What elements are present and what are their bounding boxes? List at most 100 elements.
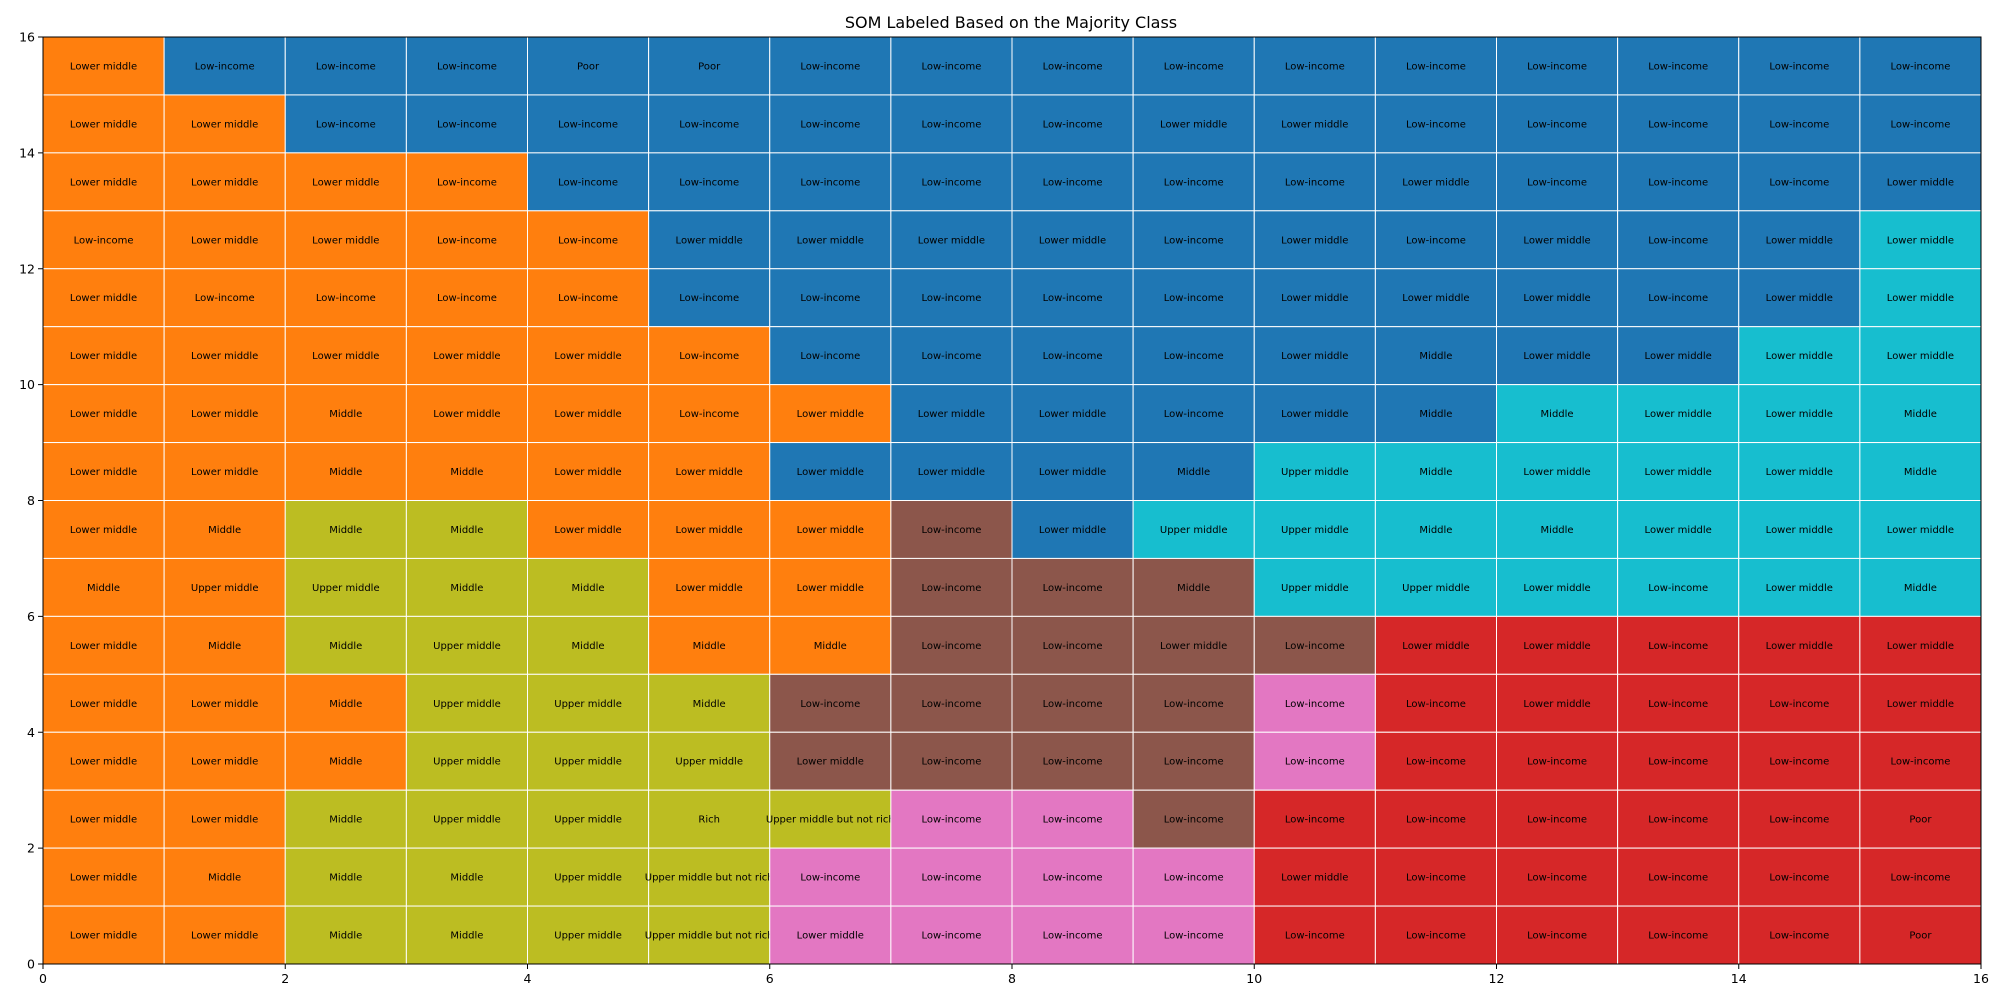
som-cell-label: Lower middle: [1766, 641, 1833, 652]
som-cell-label: Lower middle: [1281, 873, 1348, 884]
som-cell: Lower middle: [769, 905, 892, 965]
som-cell-rect: [1738, 789, 1861, 849]
som-cell-label: Lower middle: [1887, 177, 1954, 188]
som-cell-label: Lower middle: [797, 931, 864, 942]
som-cell-label: Lower middle: [1766, 525, 1833, 536]
som-cell-rect: [284, 615, 407, 675]
som-cell: Low-income: [1738, 673, 1861, 733]
som-cell-label: Low-income: [1164, 177, 1224, 188]
som-cell: Low-income: [1374, 789, 1497, 849]
x-tick-label: 2: [281, 971, 289, 986]
som-cell: Middle: [284, 905, 407, 965]
som-cell-rect: [284, 326, 407, 386]
som-cell: Low-income: [1132, 847, 1255, 907]
som-cell: Lower middle: [1859, 152, 1982, 212]
som-cell-label: Lower middle: [1887, 699, 1954, 710]
som-cell-rect: [1253, 905, 1376, 965]
x-tick-label: 10: [1246, 971, 1262, 986]
som-cell-label: Lower middle: [1887, 351, 1954, 362]
som-cell: Lower middle: [1496, 557, 1619, 617]
som-cell: Low-income: [890, 731, 1013, 791]
som-cell: Lower middle: [1496, 268, 1619, 328]
som-cell: Middle: [284, 847, 407, 907]
som-cell: Low-income: [284, 36, 407, 96]
som-cell: Low-income: [527, 94, 650, 154]
som-cell-rect: [1132, 500, 1255, 559]
y-tick-label: 4: [27, 725, 35, 740]
som-cell: Low-income: [1132, 152, 1255, 212]
som-cell-label: Lower middle: [554, 525, 621, 536]
som-cell-label: Lower middle: [1523, 583, 1590, 594]
y-tick-label: 16: [19, 30, 35, 45]
som-cell-label: Low-income: [558, 177, 618, 188]
som-cell: Low-income: [648, 152, 771, 212]
som-cell-label: Lower middle: [1766, 235, 1833, 246]
som-cell-rect: [1738, 615, 1861, 675]
som-cell: Low-income: [1496, 152, 1619, 212]
som-cell: Low-income: [1738, 152, 1861, 212]
som-cell: Low-income: [405, 36, 528, 96]
som-cell: Low-income: [1011, 268, 1134, 328]
som-cell-rect: [1496, 615, 1619, 675]
som-cell: Lower middle: [1132, 94, 1255, 154]
som-cell-rect: [527, 847, 650, 907]
som-cell: Low-income: [1253, 905, 1376, 965]
x-tick-label: 6: [766, 971, 774, 986]
som-cell-rect: [648, 268, 771, 328]
som-cell: Low-income: [769, 36, 892, 96]
som-cell-rect: [1253, 500, 1376, 559]
som-cell-rect: [1253, 673, 1376, 733]
som-cell-rect: [769, 615, 892, 675]
som-cell-label: Low-income: [1648, 699, 1708, 710]
som-cell-label: Low-income: [1769, 177, 1829, 188]
som-cell-label: Low-income: [800, 873, 860, 884]
som-cell-label: Lower middle: [676, 467, 743, 478]
som-cell: Poor: [1859, 905, 1982, 965]
som-cell-rect: [1011, 905, 1134, 965]
som-cell-rect: [890, 673, 1013, 733]
som-cell-rect: [890, 615, 1013, 675]
som-cell-label: Upper middle: [191, 583, 259, 594]
som-cell-label: Middle: [1177, 467, 1210, 478]
som-cell-rect: [1374, 731, 1497, 791]
som-cell-rect: [890, 210, 1013, 270]
som-cell-label: Low-income: [1043, 873, 1103, 884]
som-cell-label: Low-income: [1043, 177, 1103, 188]
som-cell: Lower middle: [1859, 615, 1982, 675]
som-cell: Low-income: [890, 268, 1013, 328]
som-cell: Low-income: [1253, 673, 1376, 733]
som-cell: Low-income: [769, 673, 892, 733]
som-cell-label: Lower middle: [554, 409, 621, 420]
som-cell: Middle: [1374, 442, 1497, 501]
som-cell: Middle: [1859, 557, 1982, 617]
som-cell-label: Middle: [1541, 525, 1574, 536]
som-cell: Low-income: [1738, 731, 1861, 791]
som-cell-rect: [890, 326, 1013, 386]
som-cell-label: Low-income: [1406, 235, 1466, 246]
som-cell-label: Low-income: [1648, 641, 1708, 652]
x-tick-label: 8: [1008, 971, 1016, 986]
som-cell-rect: [1253, 210, 1376, 270]
som-cell-rect: [284, 384, 407, 444]
som-cell: Low-income: [1617, 731, 1740, 791]
som-cell: Lower middle: [42, 847, 165, 907]
axes: 0 2 4 6 8 10 12 14 16 0 2 4 6 8 10 12 14 16: [19, 30, 1989, 987]
som-cell-rect: [1496, 557, 1619, 617]
som-cell-label: Low-income: [800, 119, 860, 130]
som-cell: Lower middle: [769, 731, 892, 791]
som-cell-rect: [1738, 384, 1861, 444]
som-cell-rect: [284, 442, 407, 501]
som-cell-rect: [1738, 673, 1861, 733]
som-cell-rect: [648, 152, 771, 212]
y-tick-label: 14: [19, 145, 35, 160]
som-cell-label: Middle: [329, 815, 362, 826]
som-cell: Low-income: [1617, 557, 1740, 617]
som-cell-rect: [527, 673, 650, 733]
som-cell-label: Low-income: [800, 177, 860, 188]
som-cell-rect: [1132, 268, 1255, 328]
som-cell: Middle: [405, 847, 528, 907]
som-cell-rect: [1859, 673, 1982, 733]
som-cell: Low-income: [1253, 731, 1376, 791]
som-cell: Lower middle: [527, 500, 650, 559]
som-cell-label: Low-income: [1890, 757, 1950, 768]
